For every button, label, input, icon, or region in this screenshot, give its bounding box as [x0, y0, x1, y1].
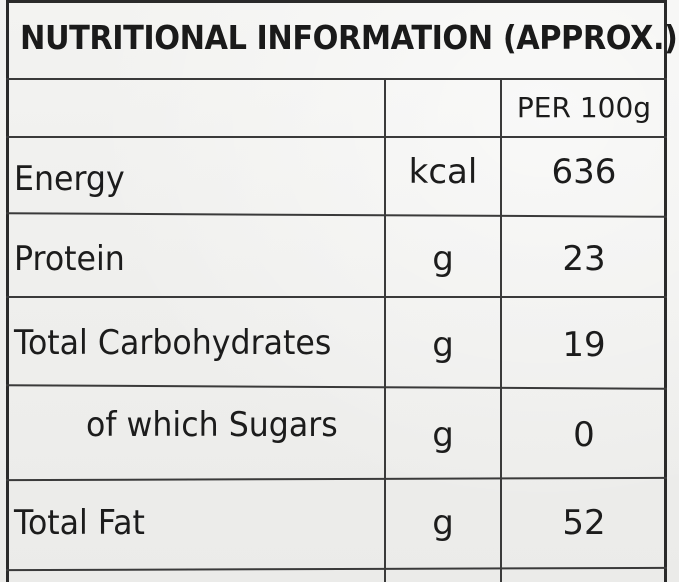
row-divider — [6, 296, 667, 298]
nutrient-name: Protein — [14, 239, 125, 279]
nutrient-value: 19 — [562, 325, 606, 365]
nutrient-name: Total Fat — [14, 503, 145, 543]
column-divider — [384, 78, 386, 582]
nutrient-unit: g — [432, 415, 454, 455]
row-divider — [6, 78, 667, 80]
nutrient-value: 52 — [562, 503, 606, 543]
nutrient-name: Energy — [14, 159, 125, 199]
nutrient-value: 0 — [573, 415, 595, 455]
column-divider — [500, 78, 502, 582]
nutrient-value: 23 — [562, 239, 606, 279]
nutrient-value: 636 — [551, 152, 617, 192]
nutrient-name: of which Sugars — [86, 405, 338, 445]
label-border — [6, 0, 667, 582]
row-divider — [6, 136, 667, 138]
nutrient-unit: g — [432, 239, 454, 279]
nutrient-unit: g — [432, 325, 454, 365]
nutrient-unit: g — [432, 503, 454, 543]
nutrition-title: NUTRITIONAL INFORMATION (APPROX.) — [20, 18, 678, 57]
nutrient-name: Total Carbohydrates — [14, 323, 332, 363]
nutrient-unit: kcal — [408, 152, 478, 192]
per-100g-header: PER 100g — [516, 91, 652, 124]
